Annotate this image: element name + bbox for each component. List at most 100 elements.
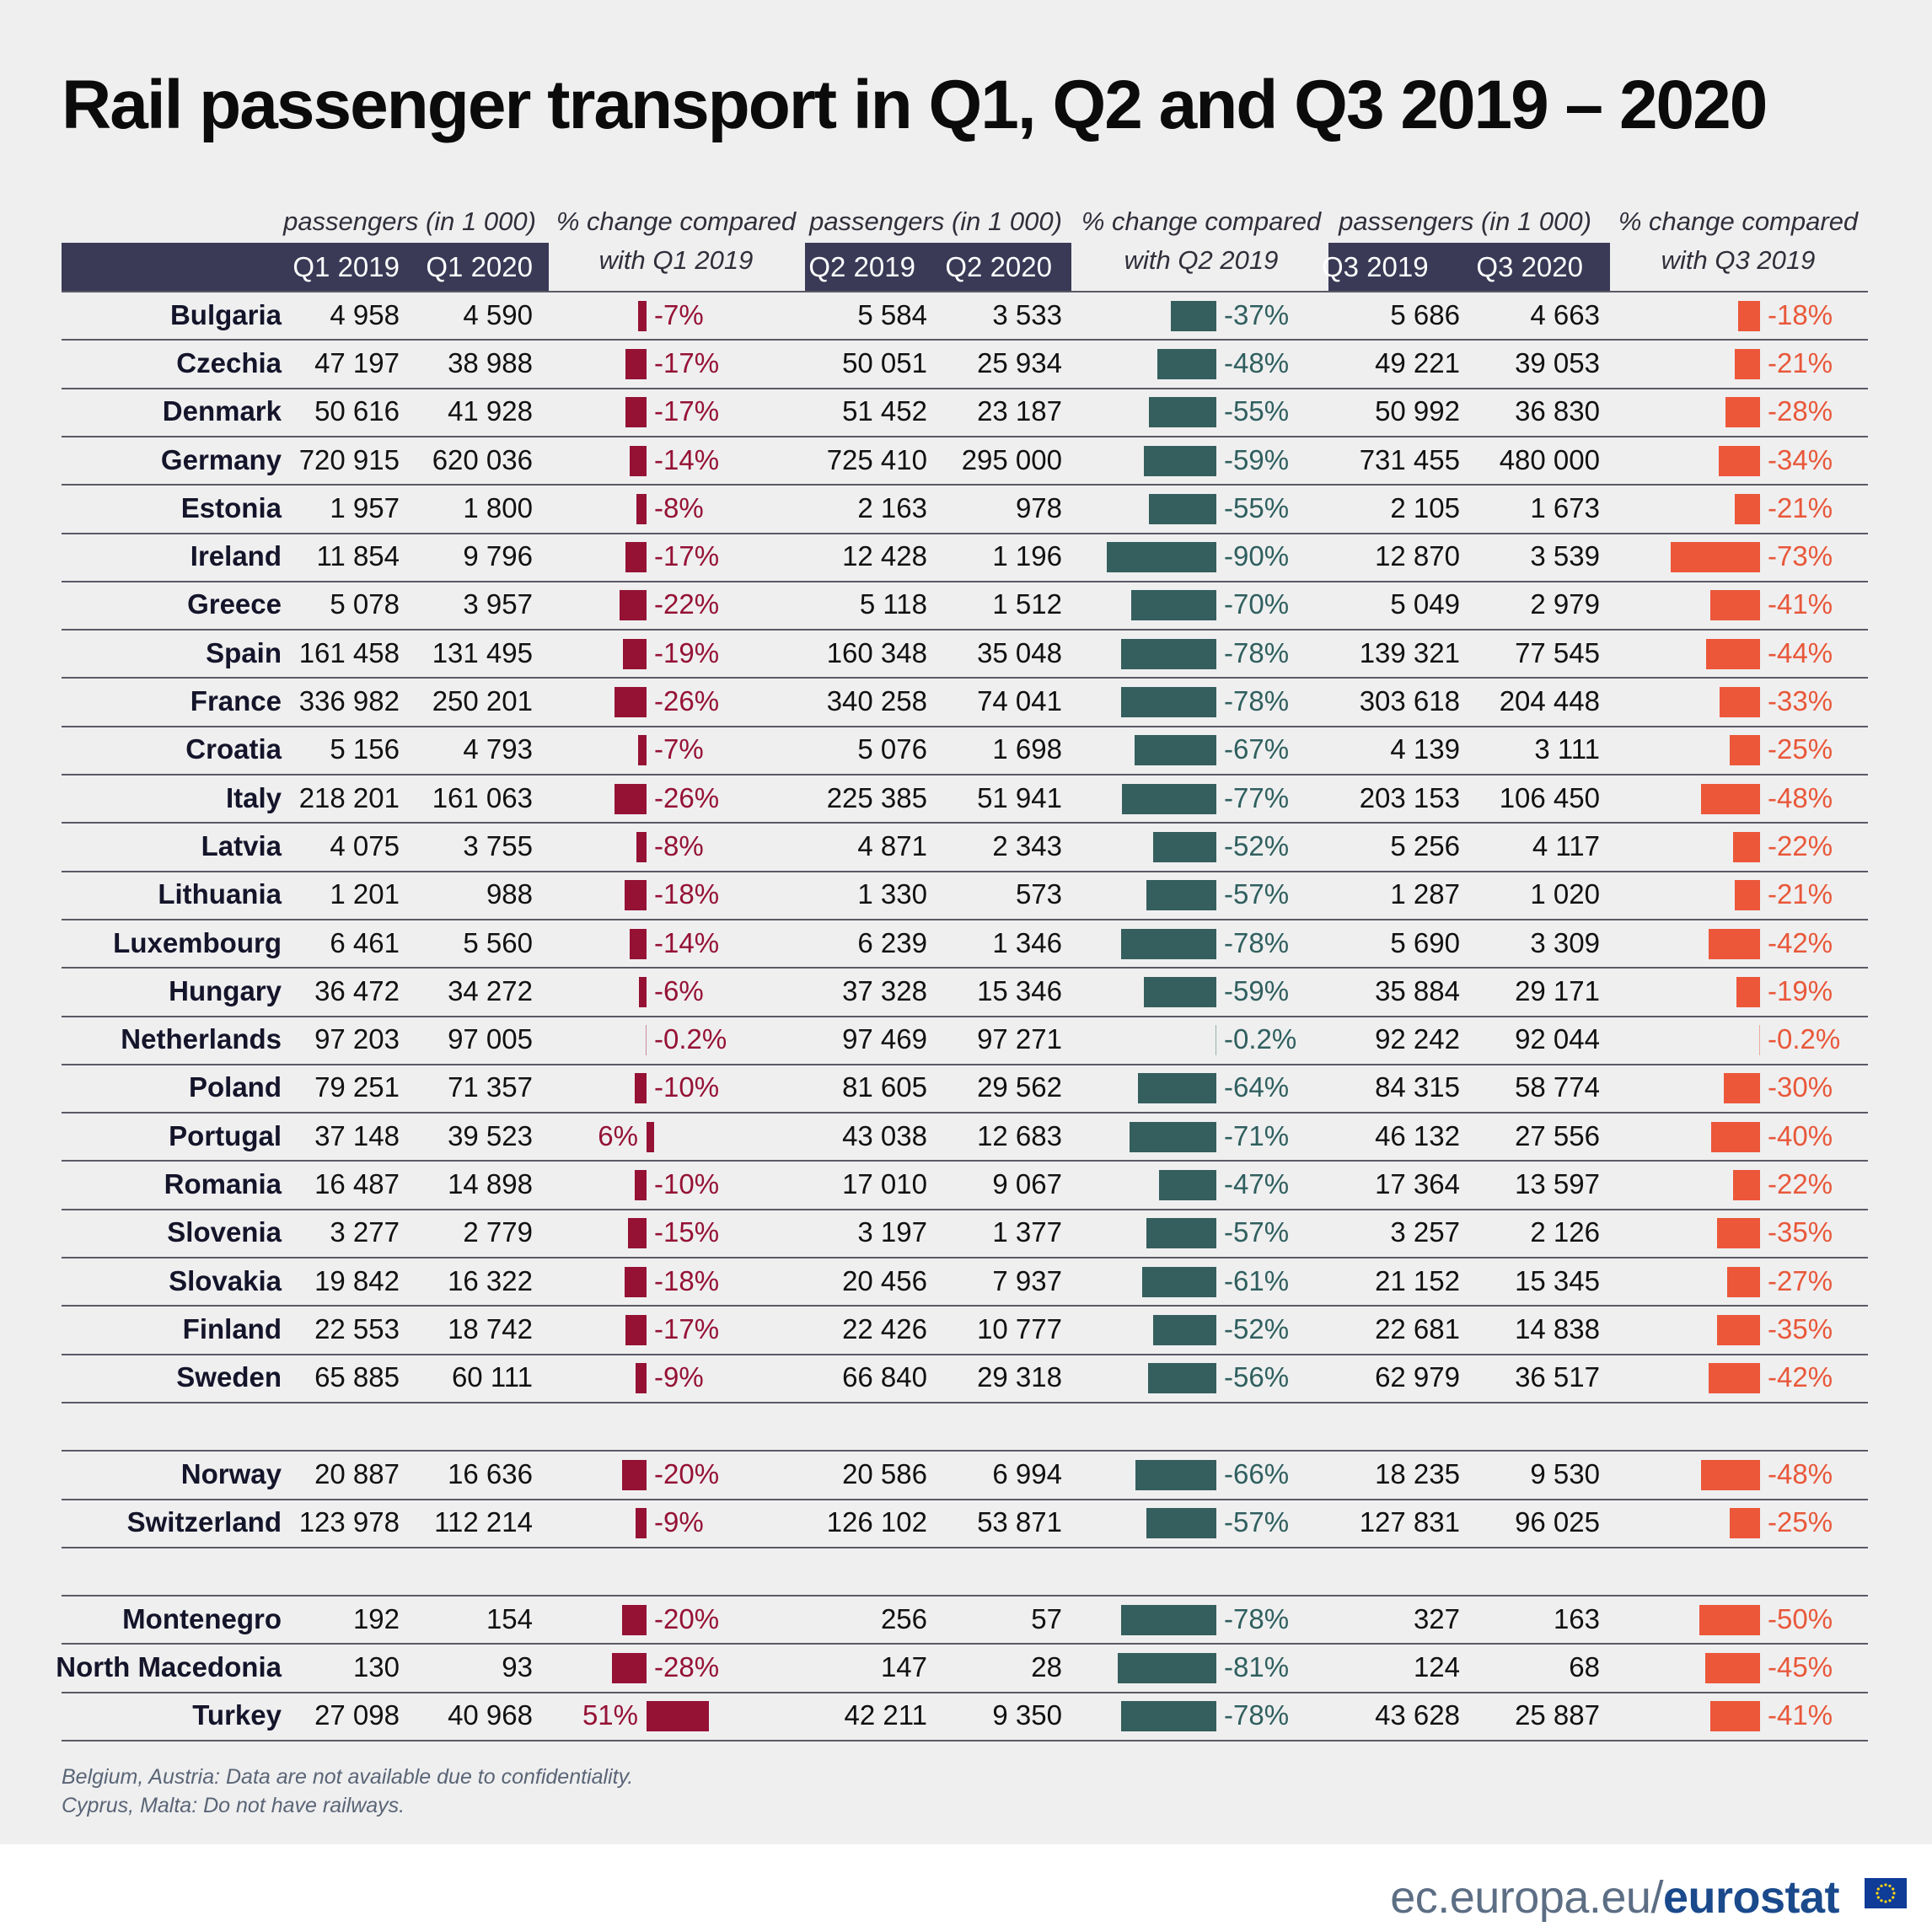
q2-change-label: -48% [1224, 346, 1290, 378]
q1-2020-value: 4 590 [463, 298, 533, 330]
group-separator-rule [62, 1450, 1868, 1452]
q2-change-label: -55% [1224, 395, 1290, 427]
q1-change-bar [612, 1653, 647, 1684]
q1-2019-value: 161 458 [298, 636, 400, 668]
q2-2019-value: 43 038 [842, 1119, 927, 1151]
q3-change-bar [1729, 735, 1760, 766]
q2-2020-value: 9 350 [992, 1699, 1062, 1731]
q2-2019-value: 20 586 [842, 1457, 927, 1489]
note-no-railways: Cyprus, Malta: Do not have railways. [62, 1794, 405, 1817]
eurostat-logo[interactable]: ec.europa.eu/eurostat [1390, 1871, 1839, 1924]
q3-change-label: -44% [1768, 636, 1833, 668]
q1-change-bar [624, 1266, 647, 1297]
q2-change-bar [1130, 1121, 1216, 1152]
country-name: Spain [206, 636, 282, 668]
q3-change-label: -34% [1768, 443, 1833, 475]
q1-change-bar [647, 1121, 654, 1152]
q3-2019-value: 5 049 [1390, 588, 1460, 620]
q2-change-label: -77% [1224, 781, 1290, 813]
row-rule [62, 435, 1868, 437]
note-confidentiality: Belgium, Austria: Data are not available… [62, 1765, 634, 1789]
row-rule [62, 629, 1868, 631]
q2-change-label: -0.2% [1224, 1023, 1297, 1055]
q1-2020-value: 18 742 [448, 1312, 533, 1344]
q3-2019-value: 21 152 [1375, 1264, 1460, 1296]
q3-change-bar [1758, 1025, 1760, 1056]
q2-2019-value: 1 330 [857, 878, 927, 910]
q1-change-bar [634, 1073, 647, 1104]
q1-change-label: -8% [654, 491, 704, 523]
q2-2020-value: 35 048 [977, 636, 1062, 668]
q2-change-bar [1122, 783, 1216, 814]
q1-change-label: -17% [654, 540, 720, 572]
header-q1-2019: Q1 2019 [292, 251, 400, 282]
q1-change-label: -6% [654, 974, 704, 1006]
q2-change-bar [1215, 1025, 1216, 1056]
q3-change-label: -41% [1768, 1699, 1833, 1731]
q3-2020-value: 3 111 [1534, 733, 1600, 765]
q1-2019-value: 5 078 [330, 588, 400, 620]
q1-2019-value: 20 887 [314, 1457, 400, 1489]
q2-change-bar [1152, 1314, 1216, 1345]
q1-2019-value: 1 201 [330, 878, 400, 910]
q3-2020-value: 39 053 [1515, 346, 1600, 378]
country-name: Sweden [176, 1361, 282, 1393]
q1-change-bar [636, 831, 647, 862]
row-rule [62, 387, 1868, 389]
row-rule [62, 1112, 1868, 1114]
q1-2019-value: 4 075 [330, 829, 400, 861]
q3-2019-value: 2 105 [1390, 491, 1460, 523]
country-name: Turkey [192, 1699, 282, 1731]
q3-change-bar [1711, 1121, 1760, 1152]
q3-2019-value: 139 321 [1359, 636, 1460, 668]
q3-2020-value: 77 545 [1515, 636, 1600, 668]
q1-2019-value: 192 [352, 1602, 400, 1634]
q3-change-bar [1720, 687, 1760, 718]
q3-change-bar [1733, 831, 1760, 862]
table-header-rule [62, 291, 1868, 292]
row-rule [62, 532, 1868, 534]
q2-2020-value: 1 377 [992, 1216, 1062, 1248]
q2-2019-value: 12 428 [842, 540, 927, 572]
q1-change-label: -20% [654, 1457, 720, 1489]
q3-change-label: -42% [1768, 926, 1833, 958]
row-rule [62, 967, 1868, 969]
q1-2020-value: 71 357 [448, 1071, 533, 1103]
q3-2019-value: 124 [1413, 1651, 1460, 1683]
q1-change-label: -26% [654, 781, 720, 813]
q1-2020-value: 38 988 [448, 346, 533, 378]
q3-2020-value: 29 171 [1515, 974, 1600, 1006]
q1-change-label: -20% [654, 1602, 720, 1634]
q1-2019-value: 218 201 [298, 781, 400, 813]
q2-2019-value: 81 605 [842, 1071, 927, 1103]
q1-change-label: -15% [654, 1216, 720, 1248]
row-rule [62, 1257, 1868, 1258]
q2-2019-value: 37 328 [842, 974, 927, 1006]
q3-2020-value: 1 020 [1530, 878, 1600, 910]
q3-2019-value: 49 221 [1375, 346, 1460, 378]
q2-change-label: -78% [1224, 926, 1290, 958]
q1-2019-value: 19 842 [314, 1264, 400, 1296]
q2-2020-value: 28 [1031, 1651, 1062, 1683]
q2-2019-value: 2 163 [857, 491, 927, 523]
q3-change-bar [1704, 1653, 1760, 1684]
q2-2019-value: 225 385 [826, 781, 927, 813]
country-name: France [190, 685, 282, 717]
q1-change-bar [625, 348, 647, 379]
q2-change-caption: % change compared with Q2 2019 [1075, 202, 1328, 280]
group-separator-rule [62, 1595, 1868, 1597]
q1-change-bar [629, 928, 647, 959]
row-rule [62, 1353, 1868, 1355]
q1-2019-value: 123 978 [298, 1506, 400, 1538]
q3-change-label: -27% [1768, 1264, 1833, 1296]
q3-change-bar [1699, 1604, 1760, 1635]
q2-2019-value: 17 010 [842, 1168, 927, 1200]
q1-change-label: -19% [654, 636, 720, 668]
q2-change-caption-line1: % change compared [1081, 207, 1322, 236]
q1-change-label: -14% [654, 926, 720, 958]
row-rule [62, 1498, 1868, 1500]
row-rule [62, 1401, 1868, 1403]
q3-2020-value: 480 000 [1499, 443, 1600, 475]
q3-change-bar [1701, 1459, 1760, 1490]
q2-change-label: -64% [1224, 1071, 1290, 1103]
